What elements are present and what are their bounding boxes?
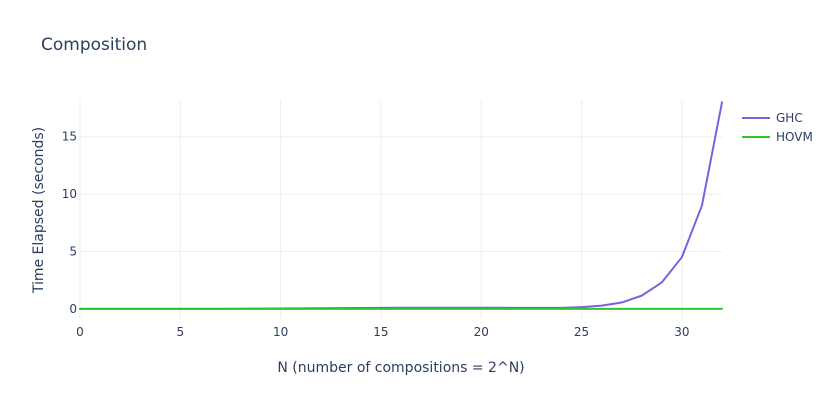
grid — [80, 100, 722, 318]
y-axis-title: Time Elapsed (seconds) — [31, 127, 47, 294]
x-tick-label: 30 — [674, 325, 689, 339]
y-tick-label: 0 — [69, 302, 77, 316]
chart-title: Composition — [41, 35, 147, 55]
y-tick-label: 10 — [62, 187, 77, 201]
y-tick-label: 15 — [62, 130, 77, 144]
x-axis-title: N (number of compositions = 2^N) — [277, 360, 524, 376]
x-tick-label: 25 — [574, 325, 589, 339]
legend-label-hovm: HOVM — [776, 130, 813, 144]
x-tick-label: 20 — [474, 325, 489, 339]
y-tick-label: 5 — [69, 244, 77, 258]
x-axis-ticks: 0 5 10 15 20 25 30 — [76, 325, 689, 339]
x-tick-label: 5 — [176, 325, 184, 339]
series-lines — [80, 102, 722, 309]
series-line-ghc — [80, 102, 722, 309]
legend: GHC HOVM — [742, 111, 813, 144]
x-tick-label: 15 — [373, 325, 388, 339]
legend-label-ghc: GHC — [776, 111, 803, 125]
x-tick-label: 10 — [273, 325, 288, 339]
y-axis-ticks: 0 5 10 15 — [62, 130, 77, 316]
x-tick-label: 0 — [76, 325, 84, 339]
